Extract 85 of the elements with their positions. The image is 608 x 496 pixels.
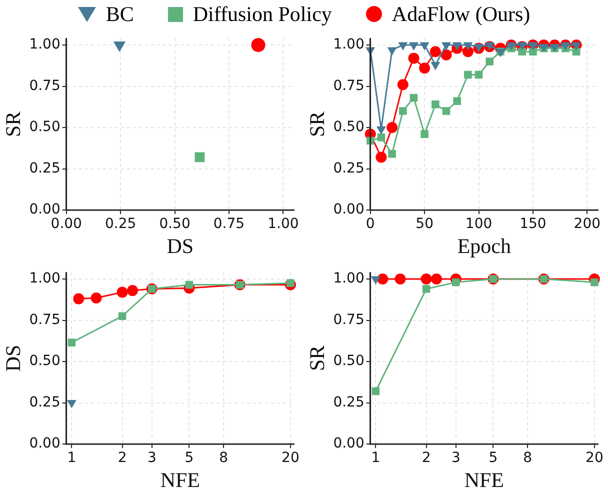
point: [440, 49, 452, 60]
y-tick-label: 0.00: [333, 202, 364, 218]
x-tick-label: 5: [184, 450, 194, 466]
x-tick-label: 20: [282, 450, 300, 466]
y-axis-title: SR: [305, 345, 330, 372]
point: [572, 48, 580, 56]
point: [408, 52, 420, 64]
y-tick-label: 1.00: [333, 36, 364, 53]
y-axis-title: DS: [1, 344, 26, 372]
y-tick-label: 1.00: [29, 36, 60, 53]
point: [430, 46, 441, 58]
point: [408, 42, 418, 50]
y-tick-label: 0.75: [29, 312, 60, 328]
legend-label: BC: [106, 2, 134, 26]
x-tick-label: 200: [574, 216, 601, 232]
y-tick-label: 0.75: [29, 78, 60, 94]
x-tick-label: 0.25: [104, 216, 136, 232]
x-tick-label: 0.75: [213, 216, 245, 232]
x-tick-label: 8: [219, 450, 228, 466]
point: [486, 58, 494, 66]
point: [453, 97, 461, 105]
point: [419, 62, 430, 74]
point: [441, 42, 452, 50]
point: [386, 122, 398, 133]
y-tick-label: 1.00: [333, 270, 364, 287]
y-axis-title: SR: [305, 111, 330, 138]
y-tick-label: 0.50: [333, 119, 364, 136]
y-tick-label: 0.00: [29, 202, 60, 218]
point: [377, 134, 386, 142]
x-tick-label: 1: [67, 450, 76, 466]
y-tick-label: 0.25: [29, 160, 60, 176]
point: [572, 42, 582, 50]
point: [442, 107, 450, 115]
point: [387, 47, 397, 56]
y-tick-label: 0.50: [333, 353, 364, 370]
point: [398, 42, 408, 50]
legend-label: Diffusion Policy: [192, 2, 332, 26]
point: [518, 48, 526, 56]
x-axis-title: DS: [166, 234, 194, 258]
y-tick-label: 0.75: [333, 78, 364, 94]
point: [397, 79, 408, 90]
x-tick-label: 8: [523, 450, 532, 466]
x-tick-label: 50: [416, 216, 434, 232]
y-axis-title: SR: [1, 111, 26, 138]
y-tick-label: 1.00: [29, 270, 60, 287]
x-tick-label: 0: [366, 216, 375, 232]
y-tick-label: 0.25: [333, 160, 364, 176]
y-tick-label: 0.50: [29, 119, 60, 136]
point: [420, 130, 428, 138]
x-tick-label: 1.00: [268, 216, 299, 232]
point: [376, 126, 386, 135]
x-tick-label: 5: [488, 450, 498, 466]
y-tick-label: 0.25: [29, 394, 60, 410]
x-tick-label: 3: [451, 450, 460, 466]
x-tick-label: 0.00: [50, 216, 82, 232]
point: [388, 150, 396, 158]
point: [464, 70, 472, 79]
point: [474, 70, 483, 79]
point: [399, 107, 407, 115]
x-tick-label: 2: [118, 450, 127, 466]
point: [432, 100, 440, 108]
x-tick-label: 3: [147, 450, 156, 466]
point: [452, 42, 462, 50]
point: [420, 42, 430, 50]
point: [528, 42, 538, 50]
x-tick-label: 0.50: [159, 216, 190, 232]
x-tick-label: 1: [371, 450, 380, 466]
legend-label: AdaFlow (Ours): [392, 2, 530, 26]
x-axis-title: Epoch: [457, 234, 512, 258]
y-tick-label: 0.00: [333, 436, 364, 452]
x-tick-label: 20: [586, 450, 604, 466]
x-tick-label: 150: [520, 216, 546, 232]
y-tick-label: 0.50: [29, 353, 60, 370]
point: [410, 94, 418, 102]
x-axis-title: NFE: [160, 468, 200, 492]
point: [529, 48, 537, 56]
point: [430, 62, 440, 70]
y-tick-label: 0.75: [333, 312, 364, 328]
y-tick-label: 0.25: [333, 394, 364, 410]
x-tick-label: 100: [465, 216, 492, 232]
y-tick-label: 0.00: [29, 436, 60, 452]
x-axis-title: NFE: [464, 468, 504, 492]
point: [376, 152, 387, 163]
point: [463, 42, 473, 50]
x-tick-label: 2: [422, 450, 431, 466]
